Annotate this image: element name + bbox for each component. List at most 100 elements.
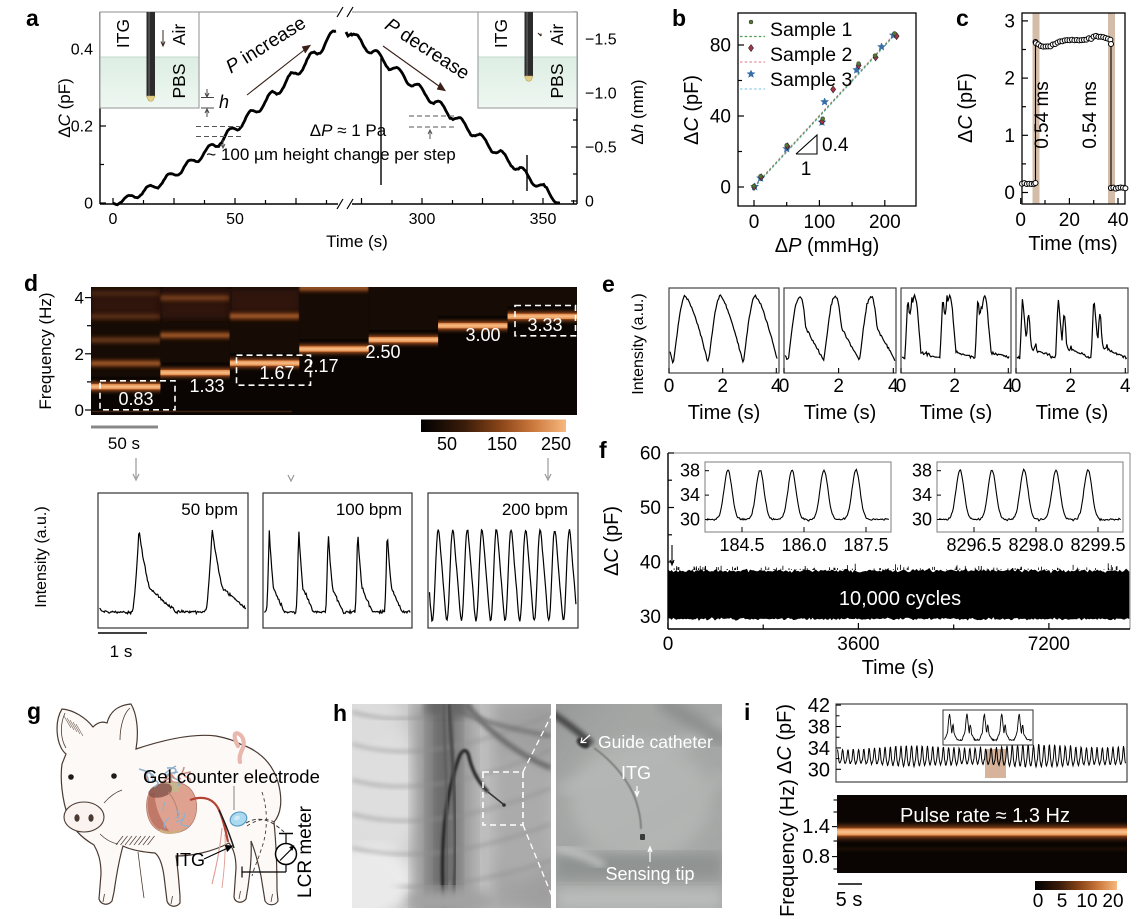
svg-text:Air: Air xyxy=(547,24,567,46)
svg-text:0: 0 xyxy=(896,376,907,397)
svg-text:−1.5: −1.5 xyxy=(585,32,617,49)
svg-text:Sample 3: Sample 3 xyxy=(770,69,852,91)
svg-text:50: 50 xyxy=(640,498,661,519)
svg-text:187.5: 187.5 xyxy=(843,535,888,555)
svg-text:i: i xyxy=(744,699,750,725)
svg-text:e: e xyxy=(602,271,615,297)
svg-text:0: 0 xyxy=(664,376,675,397)
svg-text:h: h xyxy=(219,92,229,112)
svg-text:1.67: 1.67 xyxy=(259,363,294,383)
svg-text:Frequency (Hz): Frequency (Hz) xyxy=(36,292,55,409)
svg-text:0: 0 xyxy=(779,376,790,397)
svg-text:Time (s): Time (s) xyxy=(862,657,935,679)
svg-text:ITG: ITG xyxy=(175,850,205,870)
svg-text:b: b xyxy=(672,5,686,31)
svg-text:186.0: 186.0 xyxy=(781,535,826,555)
svg-text:0: 0 xyxy=(75,401,84,420)
svg-text:30: 30 xyxy=(680,510,700,530)
svg-text:0: 0 xyxy=(749,212,760,233)
svg-text:Intensity (a.u.): Intensity (a.u.) xyxy=(33,506,50,607)
svg-text:Sensing tip: Sensing tip xyxy=(605,864,694,884)
svg-text:g: g xyxy=(27,698,41,724)
svg-text:300: 300 xyxy=(409,211,436,228)
svg-text:34: 34 xyxy=(912,485,932,505)
svg-text:Time (ms): Time (ms) xyxy=(1028,233,1117,255)
svg-text:30: 30 xyxy=(912,510,932,530)
svg-text:100 bpm: 100 bpm xyxy=(336,500,402,519)
svg-text:0: 0 xyxy=(585,194,594,211)
svg-text:PBS: PBS xyxy=(547,63,567,98)
svg-text:250: 250 xyxy=(541,434,571,454)
svg-text:Time (s): Time (s) xyxy=(804,402,877,424)
svg-text:0.4: 0.4 xyxy=(71,42,93,59)
svg-text:4: 4 xyxy=(1003,376,1014,397)
svg-text:2: 2 xyxy=(833,376,844,397)
svg-text:c: c xyxy=(956,5,969,31)
svg-text:40: 40 xyxy=(640,553,661,574)
svg-text:150: 150 xyxy=(487,434,517,454)
svg-text:1.33: 1.33 xyxy=(189,376,224,396)
svg-text:Frequency (Hz): Frequency (Hz) xyxy=(777,779,799,917)
svg-text:38: 38 xyxy=(808,717,830,739)
svg-text:10,000 cycles: 10,000 cycles xyxy=(839,588,961,610)
svg-text:20: 20 xyxy=(1102,891,1123,912)
svg-text:0: 0 xyxy=(84,196,93,213)
svg-text:50: 50 xyxy=(437,434,457,454)
svg-text:Time (s): Time (s) xyxy=(688,402,761,424)
svg-text:50 s: 50 s xyxy=(108,434,140,453)
svg-text:−0.5: −0.5 xyxy=(585,140,617,157)
svg-text:350: 350 xyxy=(530,211,557,228)
svg-text:34: 34 xyxy=(808,738,830,760)
svg-text:Time (s): Time (s) xyxy=(326,232,388,251)
svg-text:100: 100 xyxy=(804,212,836,233)
svg-text:ΔP ≈ 1 Pa: ΔP ≈ 1 Pa xyxy=(310,121,387,140)
svg-text:LCR meter: LCR meter xyxy=(295,805,316,898)
svg-text:3600: 3600 xyxy=(837,634,879,655)
svg-text:4: 4 xyxy=(75,289,84,308)
svg-text:ΔC (pF): ΔC (pF) xyxy=(774,704,796,774)
svg-text:2.17: 2.17 xyxy=(303,356,338,376)
svg-text:2.50: 2.50 xyxy=(365,342,400,362)
svg-text:38: 38 xyxy=(912,461,932,481)
svg-text:8296.5: 8296.5 xyxy=(946,535,1001,555)
svg-text:PBS: PBS xyxy=(169,63,189,98)
svg-text:2: 2 xyxy=(1004,69,1015,90)
svg-text:2: 2 xyxy=(717,376,728,397)
svg-text:Sample 1: Sample 1 xyxy=(770,19,852,41)
svg-text:80: 80 xyxy=(710,36,731,57)
svg-text:ITG: ITG xyxy=(491,19,511,48)
svg-text:a: a xyxy=(26,5,39,31)
svg-text:42: 42 xyxy=(808,695,830,717)
svg-text:200 bpm: 200 bpm xyxy=(502,500,568,519)
svg-text:0.83: 0.83 xyxy=(118,389,153,409)
svg-text:1.4: 1.4 xyxy=(802,816,830,838)
svg-text:0: 0 xyxy=(109,211,118,228)
svg-text:Gel counter electrode: Gel counter electrode xyxy=(143,766,320,787)
svg-text:30: 30 xyxy=(808,759,830,781)
svg-text:38: 38 xyxy=(680,461,700,481)
svg-text:50 bpm: 50 bpm xyxy=(181,500,238,519)
svg-text:Pulse rate ≈ 1.3 Hz: Pulse rate ≈ 1.3 Hz xyxy=(900,805,1070,827)
svg-text:0: 0 xyxy=(663,634,674,655)
svg-text:40: 40 xyxy=(710,107,731,128)
svg-text:1: 1 xyxy=(801,159,812,180)
svg-text:f: f xyxy=(599,437,607,463)
svg-text:60: 60 xyxy=(640,444,661,465)
svg-text:ΔC (pF): ΔC (pF) xyxy=(955,73,977,143)
svg-text:2: 2 xyxy=(1065,376,1076,397)
svg-text:4: 4 xyxy=(888,376,899,397)
svg-text:Δh (mm): Δh (mm) xyxy=(628,79,647,144)
svg-text:20: 20 xyxy=(1059,210,1080,231)
svg-text:0.54 ms: 0.54 ms xyxy=(1080,81,1101,149)
svg-text:ΔP (mmHg): ΔP (mmHg) xyxy=(775,235,879,257)
svg-text:0.2: 0.2 xyxy=(71,119,93,136)
svg-text:Intensity (a.u.): Intensity (a.u.) xyxy=(630,293,647,394)
svg-text:ΔC (pF): ΔC (pF) xyxy=(601,506,623,576)
svg-text:ΔC (pF): ΔC (pF) xyxy=(55,78,74,138)
svg-text:ITG: ITG xyxy=(621,763,651,783)
svg-text:5 s: 5 s xyxy=(836,889,863,911)
svg-text:30: 30 xyxy=(640,607,661,628)
svg-text:ΔC (pF): ΔC (pF) xyxy=(681,75,703,145)
svg-text:0.8: 0.8 xyxy=(802,846,830,868)
svg-text:7200: 7200 xyxy=(1028,634,1070,655)
